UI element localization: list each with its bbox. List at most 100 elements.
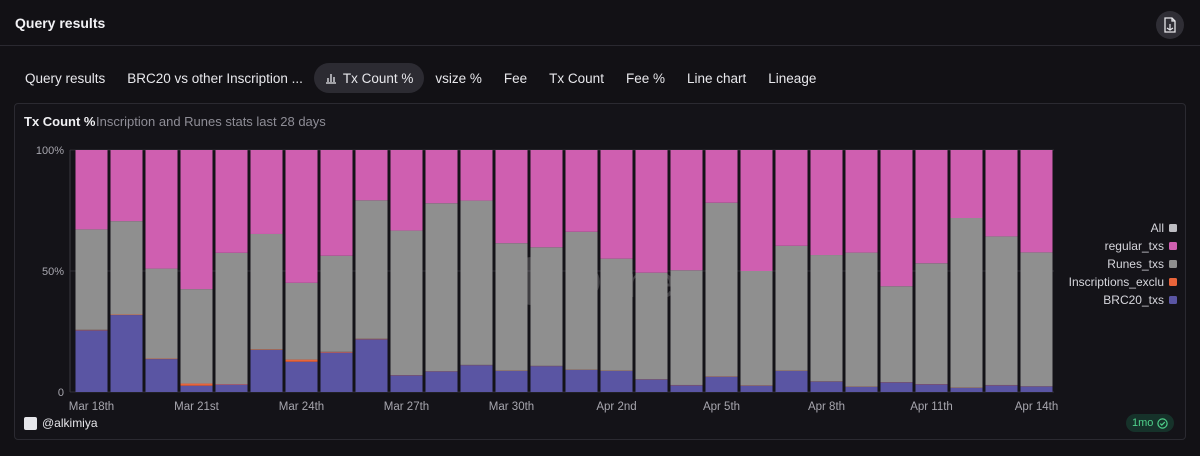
tab-vsize[interactable]: vsize %	[424, 63, 493, 93]
bar-segment-runes-txs	[670, 270, 703, 385]
user-icon	[24, 416, 37, 430]
bar-segment-runes-txs	[355, 200, 388, 339]
bar-segment-brc20-txs	[180, 385, 213, 392]
tab-label: Fee %	[625, 70, 665, 86]
bar-segment-brc20-txs	[775, 370, 808, 392]
bar-segment-runes-txs	[145, 268, 178, 359]
bar-segment-regular-txs	[565, 150, 598, 232]
tab-label: Query results	[25, 70, 106, 86]
x-tick-label: Apr 5th	[703, 401, 740, 413]
author-link[interactable]: @alkimiya	[24, 416, 98, 430]
bar-segment-regular-txs	[530, 150, 563, 248]
y-tick-label: 100%	[36, 145, 64, 157]
bar-segment-brc20-txs	[845, 386, 878, 392]
bar-segment-runes-txs	[775, 245, 808, 371]
bar-segment-brc20-txs	[215, 384, 248, 392]
tab-tx-count[interactable]: Tx Count	[538, 63, 615, 93]
legend-swatch	[1169, 224, 1177, 232]
x-tick-label: Apr 14th	[1015, 401, 1058, 413]
x-tick-label: Mar 18th	[69, 401, 114, 413]
bar-segment-brc20-txs	[810, 381, 843, 392]
bar-segment-runes-txs	[530, 247, 563, 366]
x-tick-label: Apr 8th	[808, 401, 845, 413]
bar-segment-inscriptions-exclu	[285, 359, 318, 362]
bar-segment-brc20-txs	[460, 365, 493, 392]
bar-segment-runes-txs	[915, 263, 948, 385]
bar-segment-regular-txs	[390, 150, 423, 231]
tab-label: vsize %	[435, 70, 482, 86]
tab-line-chart[interactable]: Line chart	[676, 63, 757, 93]
tab-brc20-vs-other-inscription[interactable]: BRC20 vs other Inscription ...	[116, 63, 314, 93]
bar-segment-brc20-txs	[565, 369, 598, 392]
legend-swatch	[1169, 296, 1177, 304]
bar-segment-brc20-txs	[110, 315, 143, 392]
tab-lineage[interactable]: Lineage	[757, 63, 827, 93]
bar-segment-brc20-txs	[425, 371, 458, 392]
tab-fee[interactable]: Fee %	[615, 63, 676, 93]
tab-label: BRC20 vs other Inscription ...	[127, 70, 303, 86]
tab-label: Tx Count	[549, 70, 604, 86]
bar-segment-regular-txs	[495, 150, 528, 244]
author-name: @alkimiya	[42, 416, 98, 430]
bar-segment-runes-txs	[75, 229, 108, 330]
bar-segment-regular-txs	[740, 150, 773, 271]
x-tick-label: Mar 24th	[279, 401, 324, 413]
freshness-badge: 1mo	[1126, 414, 1175, 432]
bar-segment-brc20-txs	[705, 376, 738, 392]
bar-segment-brc20-txs	[355, 339, 388, 392]
bar-segment-inscriptions-exclu	[180, 383, 213, 386]
bar-segment-brc20-txs	[320, 352, 353, 392]
csv-download-button[interactable]	[1156, 11, 1184, 39]
tab-label: Line chart	[686, 70, 747, 86]
bar-segment-regular-txs	[845, 150, 878, 253]
x-tick-label: Mar 27th	[384, 401, 429, 413]
bar-segment-runes-txs	[810, 255, 843, 382]
check-circle-icon	[1157, 417, 1169, 429]
bar-segment-regular-txs	[180, 150, 213, 290]
bar-segment-regular-txs	[110, 150, 143, 222]
y-tick-label: 0	[58, 387, 64, 399]
tab-label: Lineage	[768, 70, 817, 86]
bar-segment-inscriptions-exclu	[320, 351, 353, 353]
legend-label: Runes_txs	[1107, 257, 1164, 271]
x-tick-label: Apr 2nd	[596, 401, 636, 413]
bar-segment-regular-txs	[950, 150, 983, 219]
bar-segment-runes-txs	[110, 221, 143, 315]
bar-segment-runes-txs	[320, 255, 353, 352]
tab-query-results[interactable]: Query results	[14, 63, 116, 93]
bar-segment-runes-txs	[215, 252, 248, 385]
legend-label: BRC20_txs	[1103, 293, 1164, 307]
x-tick-label: Apr 11th	[910, 401, 953, 413]
bar-segment-runes-txs	[950, 218, 983, 388]
x-tick-label: Mar 21st	[174, 401, 220, 413]
bar-chart-icon	[325, 72, 337, 84]
bar-segment-runes-txs	[180, 289, 213, 384]
x-tick-label: Mar 30th	[489, 401, 534, 413]
bar-segment-regular-txs	[775, 150, 808, 246]
tab-label: Fee	[503, 70, 528, 86]
legend-swatch	[1169, 278, 1177, 286]
bar-segment-regular-txs	[635, 150, 668, 273]
bar-segment-runes-txs	[635, 272, 668, 380]
bar-segment-runes-txs	[600, 258, 633, 371]
bar-segment-brc20-txs	[985, 385, 1018, 392]
bar-segment-brc20-txs	[75, 330, 108, 392]
chart-subtitle: Inscription and Runes stats last 28 days	[96, 114, 326, 129]
bar-segment-regular-txs	[810, 150, 843, 256]
bar-segment-regular-txs	[75, 150, 108, 230]
bar-segment-runes-txs	[565, 231, 598, 370]
chart-title: Tx Count %	[24, 114, 96, 129]
legend-label: All	[1151, 221, 1164, 235]
bar-segment-brc20-txs	[635, 379, 668, 392]
bar-segment-brc20-txs	[950, 387, 983, 392]
bar-segment-regular-txs	[145, 150, 178, 269]
tab-tx-count[interactable]: Tx Count %	[313, 63, 425, 93]
tab-fee[interactable]: Fee	[493, 63, 538, 93]
bar-segment-regular-txs	[705, 150, 738, 203]
bar-segment-regular-txs	[880, 150, 913, 287]
bar-segment-regular-txs	[320, 150, 353, 256]
bar-segment-runes-txs	[390, 230, 423, 376]
bar-segment-regular-txs	[355, 150, 388, 201]
bar-segment-runes-txs	[1020, 252, 1053, 387]
